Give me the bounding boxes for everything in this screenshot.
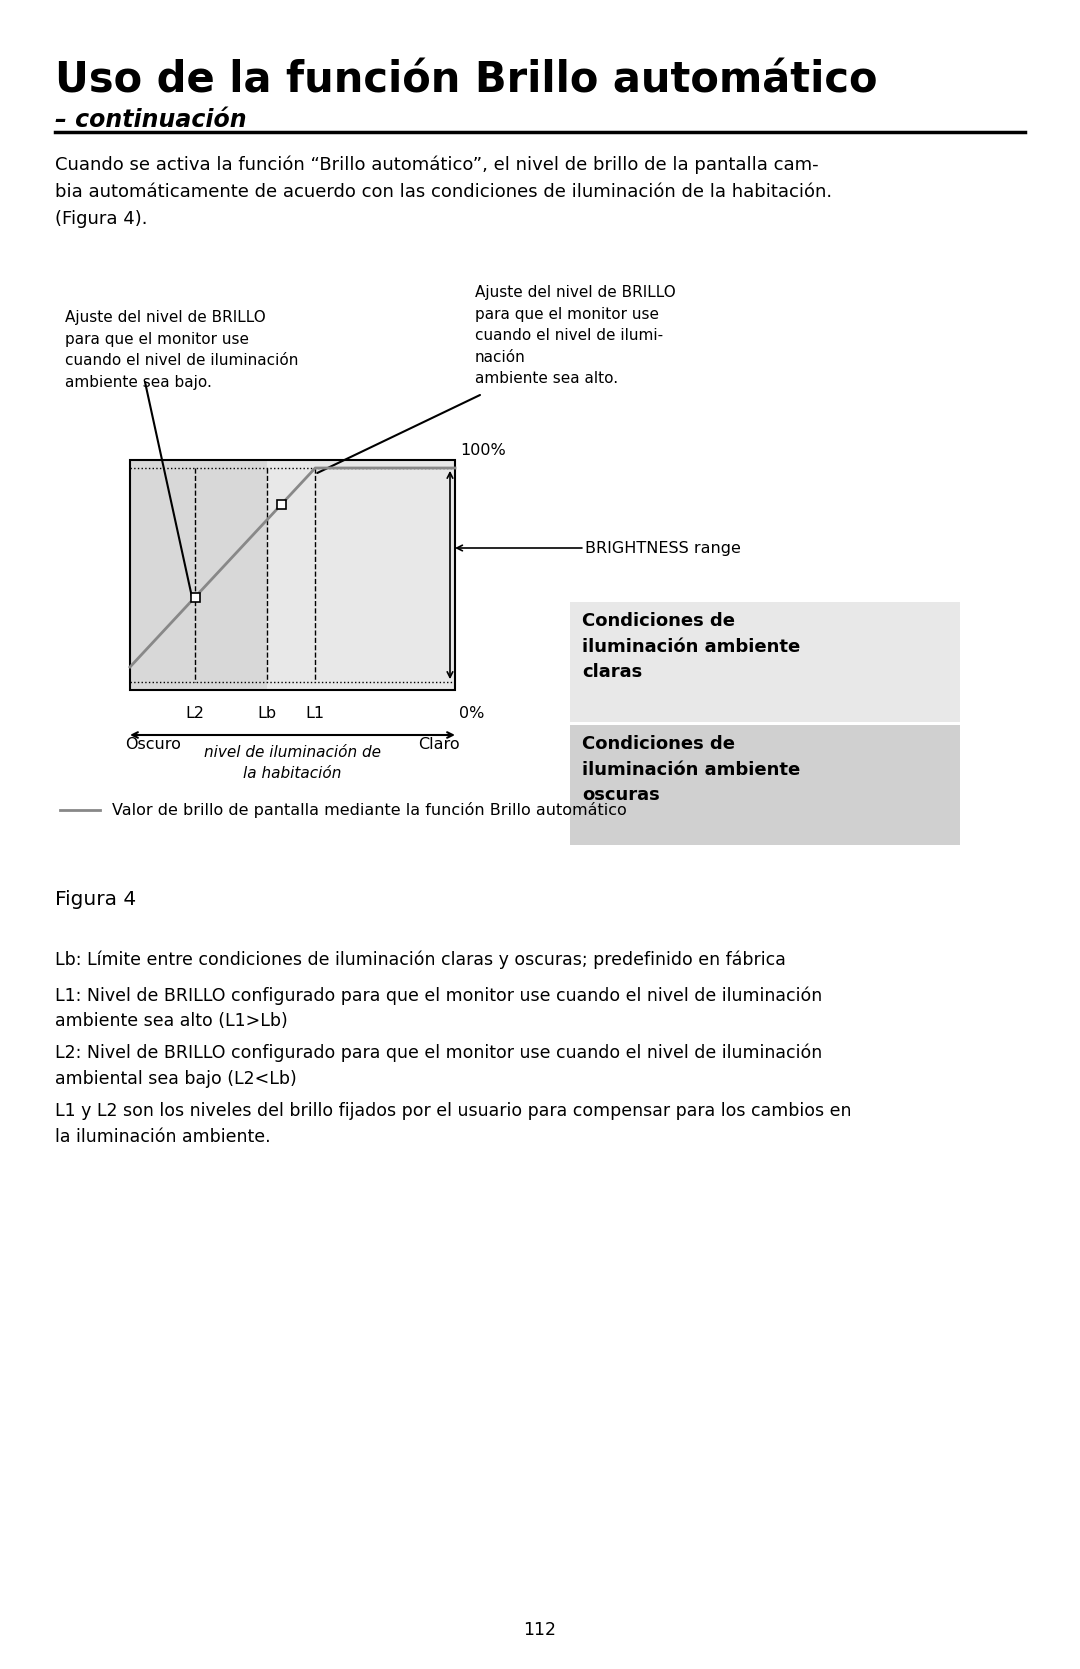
- Bar: [276, 501, 285, 509]
- Text: Figura 4: Figura 4: [55, 890, 136, 910]
- Text: L1: L1: [306, 706, 325, 721]
- Text: 112: 112: [524, 1621, 556, 1639]
- Text: Lb: Límite entre condiciones de iluminación claras y oscuras; predefinido en fáb: Lb: Límite entre condiciones de iluminac…: [55, 950, 786, 968]
- Text: Valor de brillo de pantalla mediante la función Brillo automático: Valor de brillo de pantalla mediante la …: [112, 803, 626, 818]
- Text: – continuación: – continuación: [55, 108, 246, 132]
- Text: BRIGHTNESS range: BRIGHTNESS range: [585, 541, 741, 556]
- Text: Condiciones de
iluminación ambiente
claras: Condiciones de iluminación ambiente clar…: [582, 613, 800, 681]
- Text: 0%: 0%: [459, 706, 484, 721]
- Text: Claro: Claro: [418, 738, 460, 753]
- Bar: [130, 461, 455, 689]
- Bar: [130, 461, 267, 689]
- Text: nivel de iluminación de
la habitación: nivel de iluminación de la habitación: [204, 744, 381, 781]
- Bar: [570, 603, 960, 723]
- Text: Cuando se activa la función “Brillo automático”, el nivel de brillo de la pantal: Cuando se activa la función “Brillo auto…: [55, 155, 832, 227]
- Bar: [570, 724, 960, 845]
- Text: L1: Nivel de BRILLO configurado para que el monitor use cuando el nivel de ilumi: L1: Nivel de BRILLO configurado para que…: [55, 986, 822, 1030]
- Text: Condiciones de
iluminación ambiente
oscuras: Condiciones de iluminación ambiente oscu…: [582, 734, 800, 804]
- Text: L2: Nivel de BRILLO configurado para que el monitor use cuando el nivel de ilumi: L2: Nivel de BRILLO configurado para que…: [55, 1045, 822, 1088]
- Text: Ajuste del nivel de BRILLO
para que el monitor use
cuando el nivel de iluminació: Ajuste del nivel de BRILLO para que el m…: [65, 310, 298, 391]
- Text: 100%: 100%: [460, 442, 505, 457]
- Text: Ajuste del nivel de BRILLO
para que el monitor use
cuando el nivel de ilumi-
nac: Ajuste del nivel de BRILLO para que el m…: [475, 285, 676, 387]
- Text: Lb: Lb: [257, 706, 276, 721]
- Text: Oscuro: Oscuro: [125, 738, 180, 753]
- Bar: [190, 592, 200, 603]
- Text: L2: L2: [186, 706, 204, 721]
- Text: Uso de la función Brillo automático: Uso de la función Brillo automático: [55, 60, 877, 102]
- Bar: [267, 461, 455, 689]
- Text: L1 y L2 son los niveles del brillo fijados por el usuario para compensar para lo: L1 y L2 son los niveles del brillo fijad…: [55, 1102, 851, 1145]
